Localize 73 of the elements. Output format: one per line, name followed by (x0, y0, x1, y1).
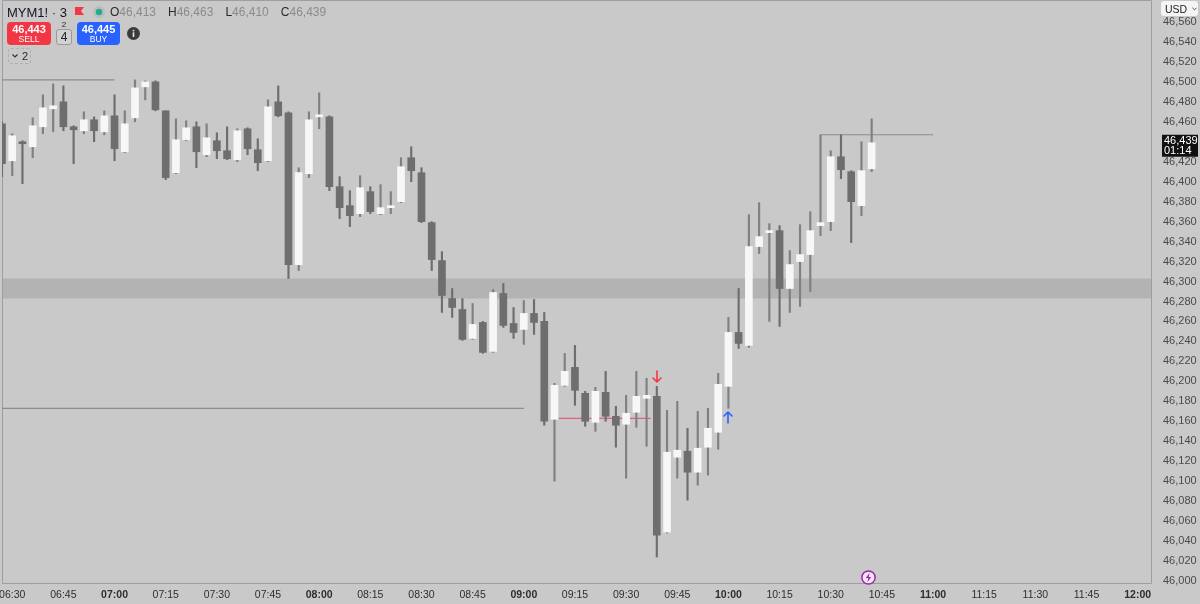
x-tick-label: 10:45 (868, 588, 896, 601)
annotation: 4 (60, 30, 68, 44)
annotation: BUY (89, 34, 108, 44)
y-tick-label: 46,140 (1163, 434, 1197, 447)
x-tick-label: 07:00 (101, 588, 129, 601)
y-tick-label: 46,400 (1163, 174, 1197, 187)
y-tick-label: 46,320 (1163, 254, 1197, 267)
annotation: 2 (61, 20, 67, 29)
x-tick-label: 10:00 (714, 588, 743, 601)
y-tick-label: 46,420 (1163, 154, 1197, 167)
candlestick (642, 378, 651, 447)
x-tick-label: 12:00 (1124, 588, 1152, 601)
y-tick-label: 46,080 (1163, 494, 1197, 507)
x-tick-label: 11:45 (1073, 588, 1100, 601)
annotation: 46,445 (81, 23, 116, 35)
x-tick-label: 07:15 (152, 588, 179, 601)
candlestick (550, 383, 559, 482)
y-tick-label: 46,340 (1163, 234, 1197, 247)
x-tick-label: 08:30 (408, 588, 435, 601)
annotation: H46,463 (168, 5, 214, 19)
x-tick-label: 09:45 (664, 588, 691, 601)
annotation: SELL (18, 34, 40, 44)
x-tick-label: 10:30 (817, 588, 845, 601)
y-tick-label: 46,500 (1163, 74, 1197, 87)
y-tick-label: 46,060 (1163, 514, 1197, 527)
y-tick-label: 46,280 (1163, 294, 1197, 307)
x-tick-label: 11:30 (1022, 588, 1049, 601)
x-tick-label: 08:00 (305, 588, 333, 601)
x-tick-label: 06:30 (0, 588, 26, 601)
y-tick-label: 46,160 (1163, 414, 1197, 427)
annotation: L46,410 (225, 5, 269, 19)
x-tick-label: 11:00 (919, 588, 947, 601)
annotation: C46,439 (280, 5, 327, 19)
y-tick-label: 46,040 (1163, 534, 1197, 547)
y-tick-label: 46,240 (1163, 334, 1197, 347)
y-tick-label: 46,000 (1163, 574, 1197, 587)
candlestick (376, 184, 385, 215)
chart-title: MYM1! · 3 (7, 4, 67, 20)
y-tick-label: 46,260 (1163, 314, 1197, 327)
y-tick-label: 46,020 (1163, 554, 1197, 567)
y-tick-label: 46,300 (1163, 274, 1197, 287)
annotation: 2 (22, 50, 29, 62)
x-tick-label: 07:45 (254, 588, 282, 601)
annotation: 46,443 (12, 23, 46, 35)
candlestick (683, 427, 692, 501)
text: 46,439 (1164, 133, 1198, 146)
x-tick-label: 08:45 (459, 588, 486, 601)
y-tick-label: 46,460 (1163, 114, 1197, 127)
candlestick (509, 307, 518, 339)
x-tick-label: 09:15 (561, 588, 589, 601)
y-tick-label: 46,120 (1163, 454, 1197, 467)
y-tick-label: 46,100 (1163, 474, 1197, 487)
x-tick-label: 09:00 (510, 588, 538, 601)
y-tick-label: 46,360 (1163, 214, 1197, 227)
y-tick-label: 46,560 (1163, 14, 1197, 27)
x-tick-label: 09:30 (612, 588, 640, 601)
candlestick (765, 223, 774, 322)
annotation: O46,413 (109, 5, 157, 19)
y-tick-label: 46,540 (1163, 34, 1197, 47)
y-tick-label: 46,220 (1163, 354, 1197, 367)
y-tick-label: 46,180 (1163, 394, 1197, 407)
text: 01:14 (1164, 144, 1192, 157)
y-tick-label: 46,480 (1163, 94, 1197, 107)
x-tick-label: 06:45 (50, 588, 77, 601)
x-tick-label: 08:15 (357, 588, 384, 601)
x-tick-label: 07:30 (203, 588, 231, 601)
y-tick-label: 46,520 (1163, 54, 1197, 67)
text: USD (1165, 2, 1188, 15)
candlestick (18, 140, 27, 185)
x-tick-label: 10:15 (766, 588, 793, 601)
x-tick-label: 11:15 (971, 588, 998, 601)
y-tick-label: 46,380 (1163, 194, 1197, 207)
y-tick-label: 46,200 (1163, 374, 1197, 387)
